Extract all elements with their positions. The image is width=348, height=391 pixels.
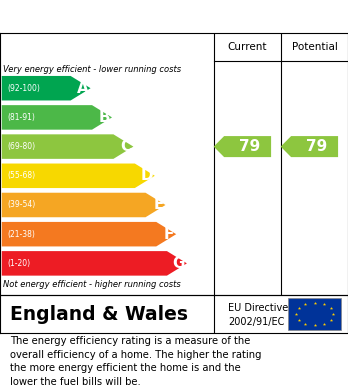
Polygon shape [2, 163, 155, 188]
Text: C: C [120, 139, 132, 154]
Bar [288, 298, 341, 330]
Text: E: E [153, 197, 164, 212]
Polygon shape [2, 135, 133, 159]
Polygon shape [2, 222, 176, 246]
Text: Potential: Potential [292, 42, 338, 52]
Polygon shape [2, 76, 90, 100]
Text: A: A [77, 81, 89, 96]
Text: Current: Current [228, 42, 267, 52]
Text: England & Wales: England & Wales [10, 305, 188, 323]
Polygon shape [2, 105, 112, 130]
Polygon shape [280, 136, 338, 157]
Text: B: B [98, 110, 110, 125]
Polygon shape [2, 193, 166, 217]
Text: Very energy efficient - lower running costs: Very energy efficient - lower running co… [3, 65, 182, 74]
Text: 79: 79 [239, 139, 260, 154]
Text: F: F [164, 227, 174, 242]
Text: G: G [173, 256, 185, 271]
Text: (69-80): (69-80) [7, 142, 35, 151]
Text: (39-54): (39-54) [7, 201, 35, 210]
Text: EU Directive: EU Directive [228, 303, 288, 313]
Polygon shape [214, 136, 271, 157]
Text: (92-100): (92-100) [7, 84, 40, 93]
Text: D: D [141, 168, 153, 183]
Text: Energy Efficiency Rating: Energy Efficiency Rating [10, 7, 239, 25]
Text: (81-91): (81-91) [7, 113, 35, 122]
Text: The energy efficiency rating is a measure of the
overall efficiency of a home. T: The energy efficiency rating is a measur… [10, 336, 262, 387]
Text: 2002/91/EC: 2002/91/EC [228, 317, 284, 326]
Text: 79: 79 [306, 139, 327, 154]
Text: Not energy efficient - higher running costs: Not energy efficient - higher running co… [3, 280, 181, 289]
Text: (1-20): (1-20) [7, 259, 30, 268]
Text: (55-68): (55-68) [7, 171, 35, 180]
Text: (21-38): (21-38) [7, 230, 35, 239]
Polygon shape [2, 251, 187, 276]
